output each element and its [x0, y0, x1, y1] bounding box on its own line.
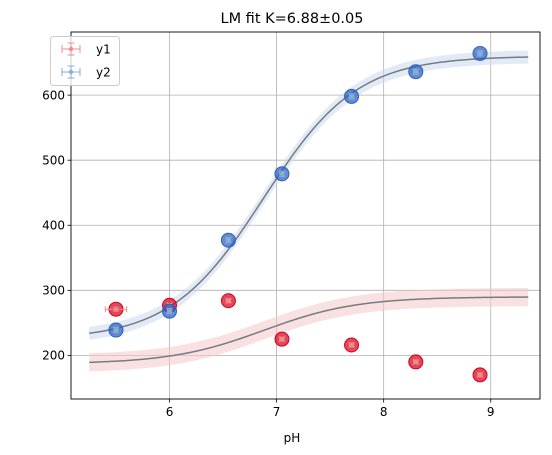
y-tick-label: 400 — [42, 218, 65, 232]
y-tick-label: 200 — [42, 349, 65, 363]
data-point-y2 — [220, 232, 236, 248]
data-point-y2 — [344, 88, 360, 104]
x-tick-label: 6 — [166, 405, 174, 419]
data-point-y2 — [472, 45, 488, 61]
data-point-y1 — [344, 337, 360, 353]
data-point-y1 — [274, 331, 290, 347]
point-center — [226, 298, 231, 303]
data-points — [104, 45, 488, 383]
data-point-y1 — [408, 354, 424, 370]
chart-title: LM fit K=6.88±0.05 — [220, 11, 363, 27]
x-tick-label: 7 — [273, 405, 281, 419]
data-point-y1 — [472, 367, 488, 383]
fit-curve-y1 — [89, 296, 529, 364]
legend-marker-y2 — [61, 65, 81, 79]
point-center — [279, 171, 284, 176]
data-point-y2 — [274, 166, 290, 182]
point-center — [349, 342, 354, 347]
legend-marker-y1 — [61, 42, 81, 56]
point-center — [349, 94, 354, 99]
y-tick-label: 600 — [42, 88, 65, 102]
legend-label-y2: y2 — [96, 66, 111, 80]
point-center — [279, 337, 284, 342]
y-tick-label: 300 — [42, 284, 65, 298]
data-point-y1 — [104, 301, 128, 317]
point-center — [226, 238, 231, 243]
plot-frame — [70, 31, 541, 400]
data-point-y1 — [220, 293, 236, 309]
point-center — [113, 307, 118, 312]
point-center — [478, 51, 483, 56]
data-point-y2 — [108, 322, 124, 338]
legend: y1 y2 — [50, 36, 120, 86]
y-tick-label: 500 — [42, 153, 65, 167]
point-center — [413, 359, 418, 364]
axis-ticks: 6 7 8 9 200 300 400 500 600 — [42, 88, 494, 419]
point-center — [167, 309, 172, 314]
point-center — [413, 69, 418, 74]
legend-label-y1: y1 — [96, 43, 111, 57]
x-tick-label: 9 — [487, 405, 495, 419]
x-tick-label: 8 — [380, 405, 388, 419]
data-point-y2 — [408, 64, 424, 80]
point-center — [478, 372, 483, 377]
point-center — [113, 328, 118, 333]
data-point-y2 — [162, 303, 178, 319]
x-axis-label: pH — [284, 431, 301, 445]
